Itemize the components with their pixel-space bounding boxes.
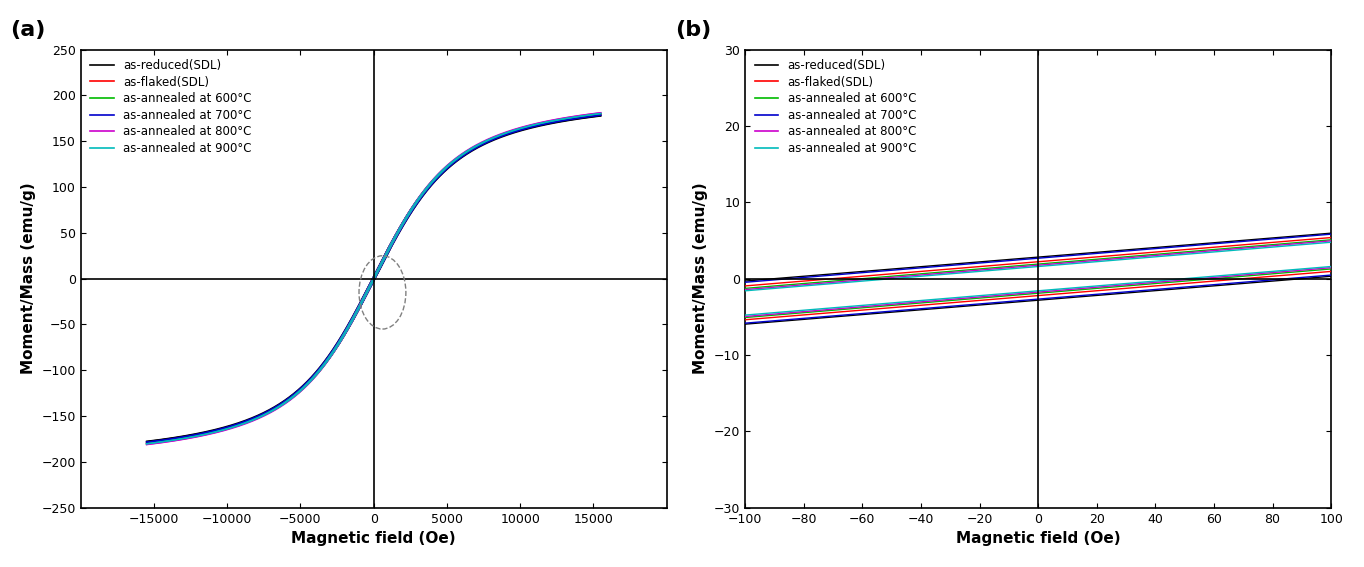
Y-axis label: Moment/Mass (emu/g): Moment/Mass (emu/g) <box>20 183 35 374</box>
Legend: as-reduced(SDL), as-flaked(SDL), as-annealed at 600°C, as-annealed at 700°C, as-: as-reduced(SDL), as-flaked(SDL), as-anne… <box>752 56 919 158</box>
X-axis label: Magnetic field (Oe): Magnetic field (Oe) <box>956 531 1120 546</box>
Legend: as-reduced(SDL), as-flaked(SDL), as-annealed at 600°C, as-annealed at 700°C, as-: as-reduced(SDL), as-flaked(SDL), as-anne… <box>86 56 255 158</box>
Text: (a): (a) <box>11 20 45 40</box>
Text: (b): (b) <box>675 20 711 40</box>
X-axis label: Magnetic field (Oe): Magnetic field (Oe) <box>292 531 456 546</box>
Y-axis label: Moment/Mass (emu/g): Moment/Mass (emu/g) <box>693 183 708 374</box>
